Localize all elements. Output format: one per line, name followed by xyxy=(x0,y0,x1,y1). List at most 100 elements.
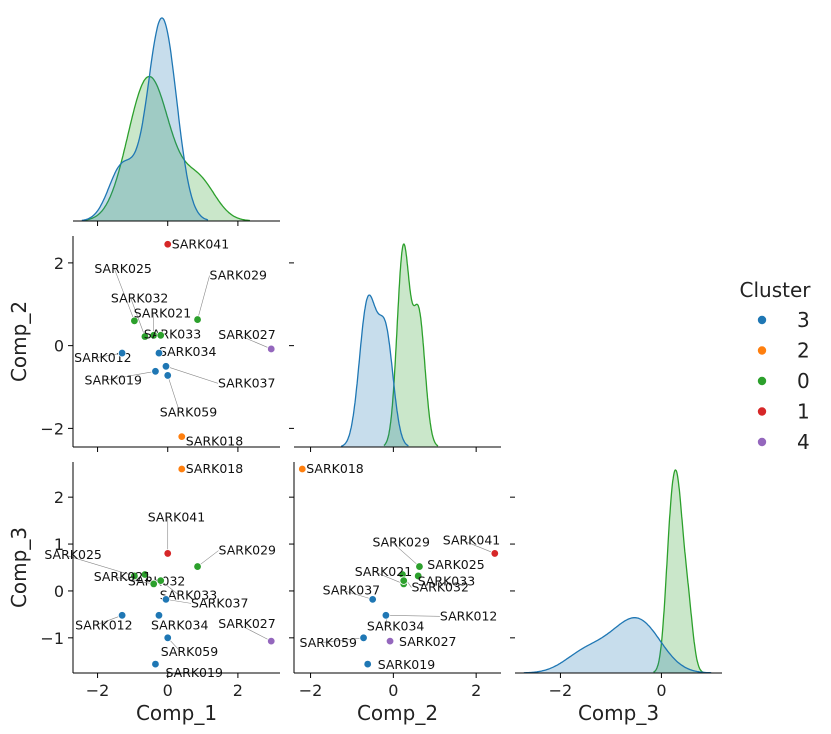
x-tick-label: 2 xyxy=(471,681,481,700)
scatter-point xyxy=(415,562,424,571)
point-label-SARK059: SARK059 xyxy=(161,644,219,659)
point-label-SARK033: SARK033 xyxy=(160,588,217,603)
pairplot-panels: SARK041 SARK018 SARK025 SARK032 SARK029 SARK0… xyxy=(7,17,722,725)
scatter-point xyxy=(130,316,139,326)
x-tick-label: −2 xyxy=(86,681,110,700)
scatter-point xyxy=(267,344,276,354)
x-tick-label: −2 xyxy=(299,681,323,700)
y-tick-label: 0 xyxy=(54,582,64,601)
scatter-point xyxy=(298,464,307,474)
x-tick-label: 0 xyxy=(163,681,173,700)
y-tick-label: 2 xyxy=(54,488,64,507)
label-leader-line xyxy=(462,540,495,554)
label-leader-line xyxy=(319,637,364,644)
scatter-point xyxy=(163,371,172,380)
x-tick-label: 0 xyxy=(656,681,666,700)
point-label-SARK025: SARK025 xyxy=(427,557,484,572)
scatter-point xyxy=(156,331,165,340)
kde-line-cluster-0-Comp_3 xyxy=(653,469,704,673)
x-axis-label: Comp_3 xyxy=(578,701,659,725)
legend-label-0: 0 xyxy=(797,369,810,393)
point-label-SARK027: SARK027 xyxy=(218,616,275,631)
kde-fill-cluster-3-Comp_2 xyxy=(341,295,409,447)
legend-marker-3 xyxy=(757,315,767,325)
scatter-point xyxy=(359,633,368,643)
scatter-point xyxy=(151,659,160,669)
point-label-SARK021: SARK021 xyxy=(94,569,151,584)
label-leader-line xyxy=(197,275,210,320)
scatter-point xyxy=(177,432,186,441)
y-axis-label: Comp_3 xyxy=(7,527,31,608)
point-label-SARK012: SARK012 xyxy=(440,608,497,623)
x-tick-label: 2 xyxy=(233,681,243,700)
y-tick-label: 2 xyxy=(54,254,64,273)
scatter-point xyxy=(177,464,186,474)
scatter-point xyxy=(368,595,377,604)
point-label-SARK025: SARK025 xyxy=(94,261,151,276)
scatter-point xyxy=(363,659,372,669)
scatter-point xyxy=(140,332,150,341)
label-leader-line xyxy=(113,576,154,585)
point-label-SARK034: SARK034 xyxy=(159,344,217,359)
point-label-SARK029: SARK029 xyxy=(210,268,268,283)
scatter-point xyxy=(193,562,202,571)
point-label-SARK033: SARK033 xyxy=(144,326,201,341)
point-label-SARK041: SARK041 xyxy=(148,509,205,524)
legend-marker-0 xyxy=(757,376,767,386)
legend-title: Cluster xyxy=(740,278,812,302)
point-label-SARK021: SARK021 xyxy=(134,305,191,320)
scatter-point xyxy=(385,636,395,646)
scatter-point xyxy=(399,576,408,585)
legend-marker-4 xyxy=(757,437,767,447)
point-label-SARK037: SARK037 xyxy=(191,595,248,610)
x-tick-label: −2 xyxy=(549,681,573,700)
point-label-SARK033: SARK033 xyxy=(418,574,475,589)
label-leader-line xyxy=(167,375,181,413)
label-leader-line xyxy=(342,590,373,600)
label-leader-line xyxy=(104,370,156,381)
kde-fill-cluster-0-Comp_2 xyxy=(383,244,438,447)
y-tick-label: 1 xyxy=(54,535,64,554)
point-label-SARK059: SARK059 xyxy=(160,404,218,419)
point-label-SARK041: SARK041 xyxy=(172,236,229,251)
kde-line-cluster-0-Comp_1 xyxy=(82,75,250,222)
scatter-point xyxy=(149,579,158,589)
point-label-SARK027: SARK027 xyxy=(399,634,456,649)
label-leader-line xyxy=(130,298,146,337)
label-leader-line xyxy=(197,550,219,567)
legend-label-2: 2 xyxy=(797,339,810,363)
kde-line-cluster-3-Comp_1 xyxy=(81,17,209,222)
label-leader-line xyxy=(385,615,440,617)
legend-marker-2 xyxy=(757,346,767,355)
y-tick-label: −1 xyxy=(40,629,64,648)
scatter-point xyxy=(151,367,160,376)
scatter-point xyxy=(163,549,172,558)
legend-label-1: 1 xyxy=(797,400,810,424)
point-label-SARK037: SARK037 xyxy=(323,582,380,597)
label-leader-line xyxy=(392,542,420,567)
scatter-point xyxy=(163,633,172,643)
point-label-SARK019: SARK019 xyxy=(84,372,142,387)
kde-line-cluster-0-Comp_2 xyxy=(383,243,439,447)
scatter-point xyxy=(163,240,172,249)
point-label-SARK019: SARK019 xyxy=(378,657,436,672)
label-leader-line xyxy=(165,366,219,384)
scatter-point xyxy=(130,571,139,581)
legend-label-3: 3 xyxy=(797,308,810,332)
scatter-point xyxy=(490,549,499,558)
label-leader-line xyxy=(64,554,135,577)
x-axis-label: Comp_1 xyxy=(136,701,217,725)
scatter-point xyxy=(193,315,202,324)
scatter-point xyxy=(154,348,164,358)
point-label-SARK034: SARK034 xyxy=(151,617,209,632)
label-leader-line xyxy=(95,615,123,626)
kde-line-cluster-3-Comp_2 xyxy=(340,294,409,447)
point-label-SARK021: SARK021 xyxy=(355,564,412,579)
kde-fill-cluster-3-Comp_1 xyxy=(81,18,208,221)
point-label-SARK034: SARK034 xyxy=(367,618,425,633)
scatter-point xyxy=(117,348,127,358)
scatter-point xyxy=(154,611,164,620)
scatter-point xyxy=(117,611,127,620)
point-label-SARK029: SARK029 xyxy=(219,543,277,558)
kde-line-cluster-3-Comp_3 xyxy=(523,617,712,674)
